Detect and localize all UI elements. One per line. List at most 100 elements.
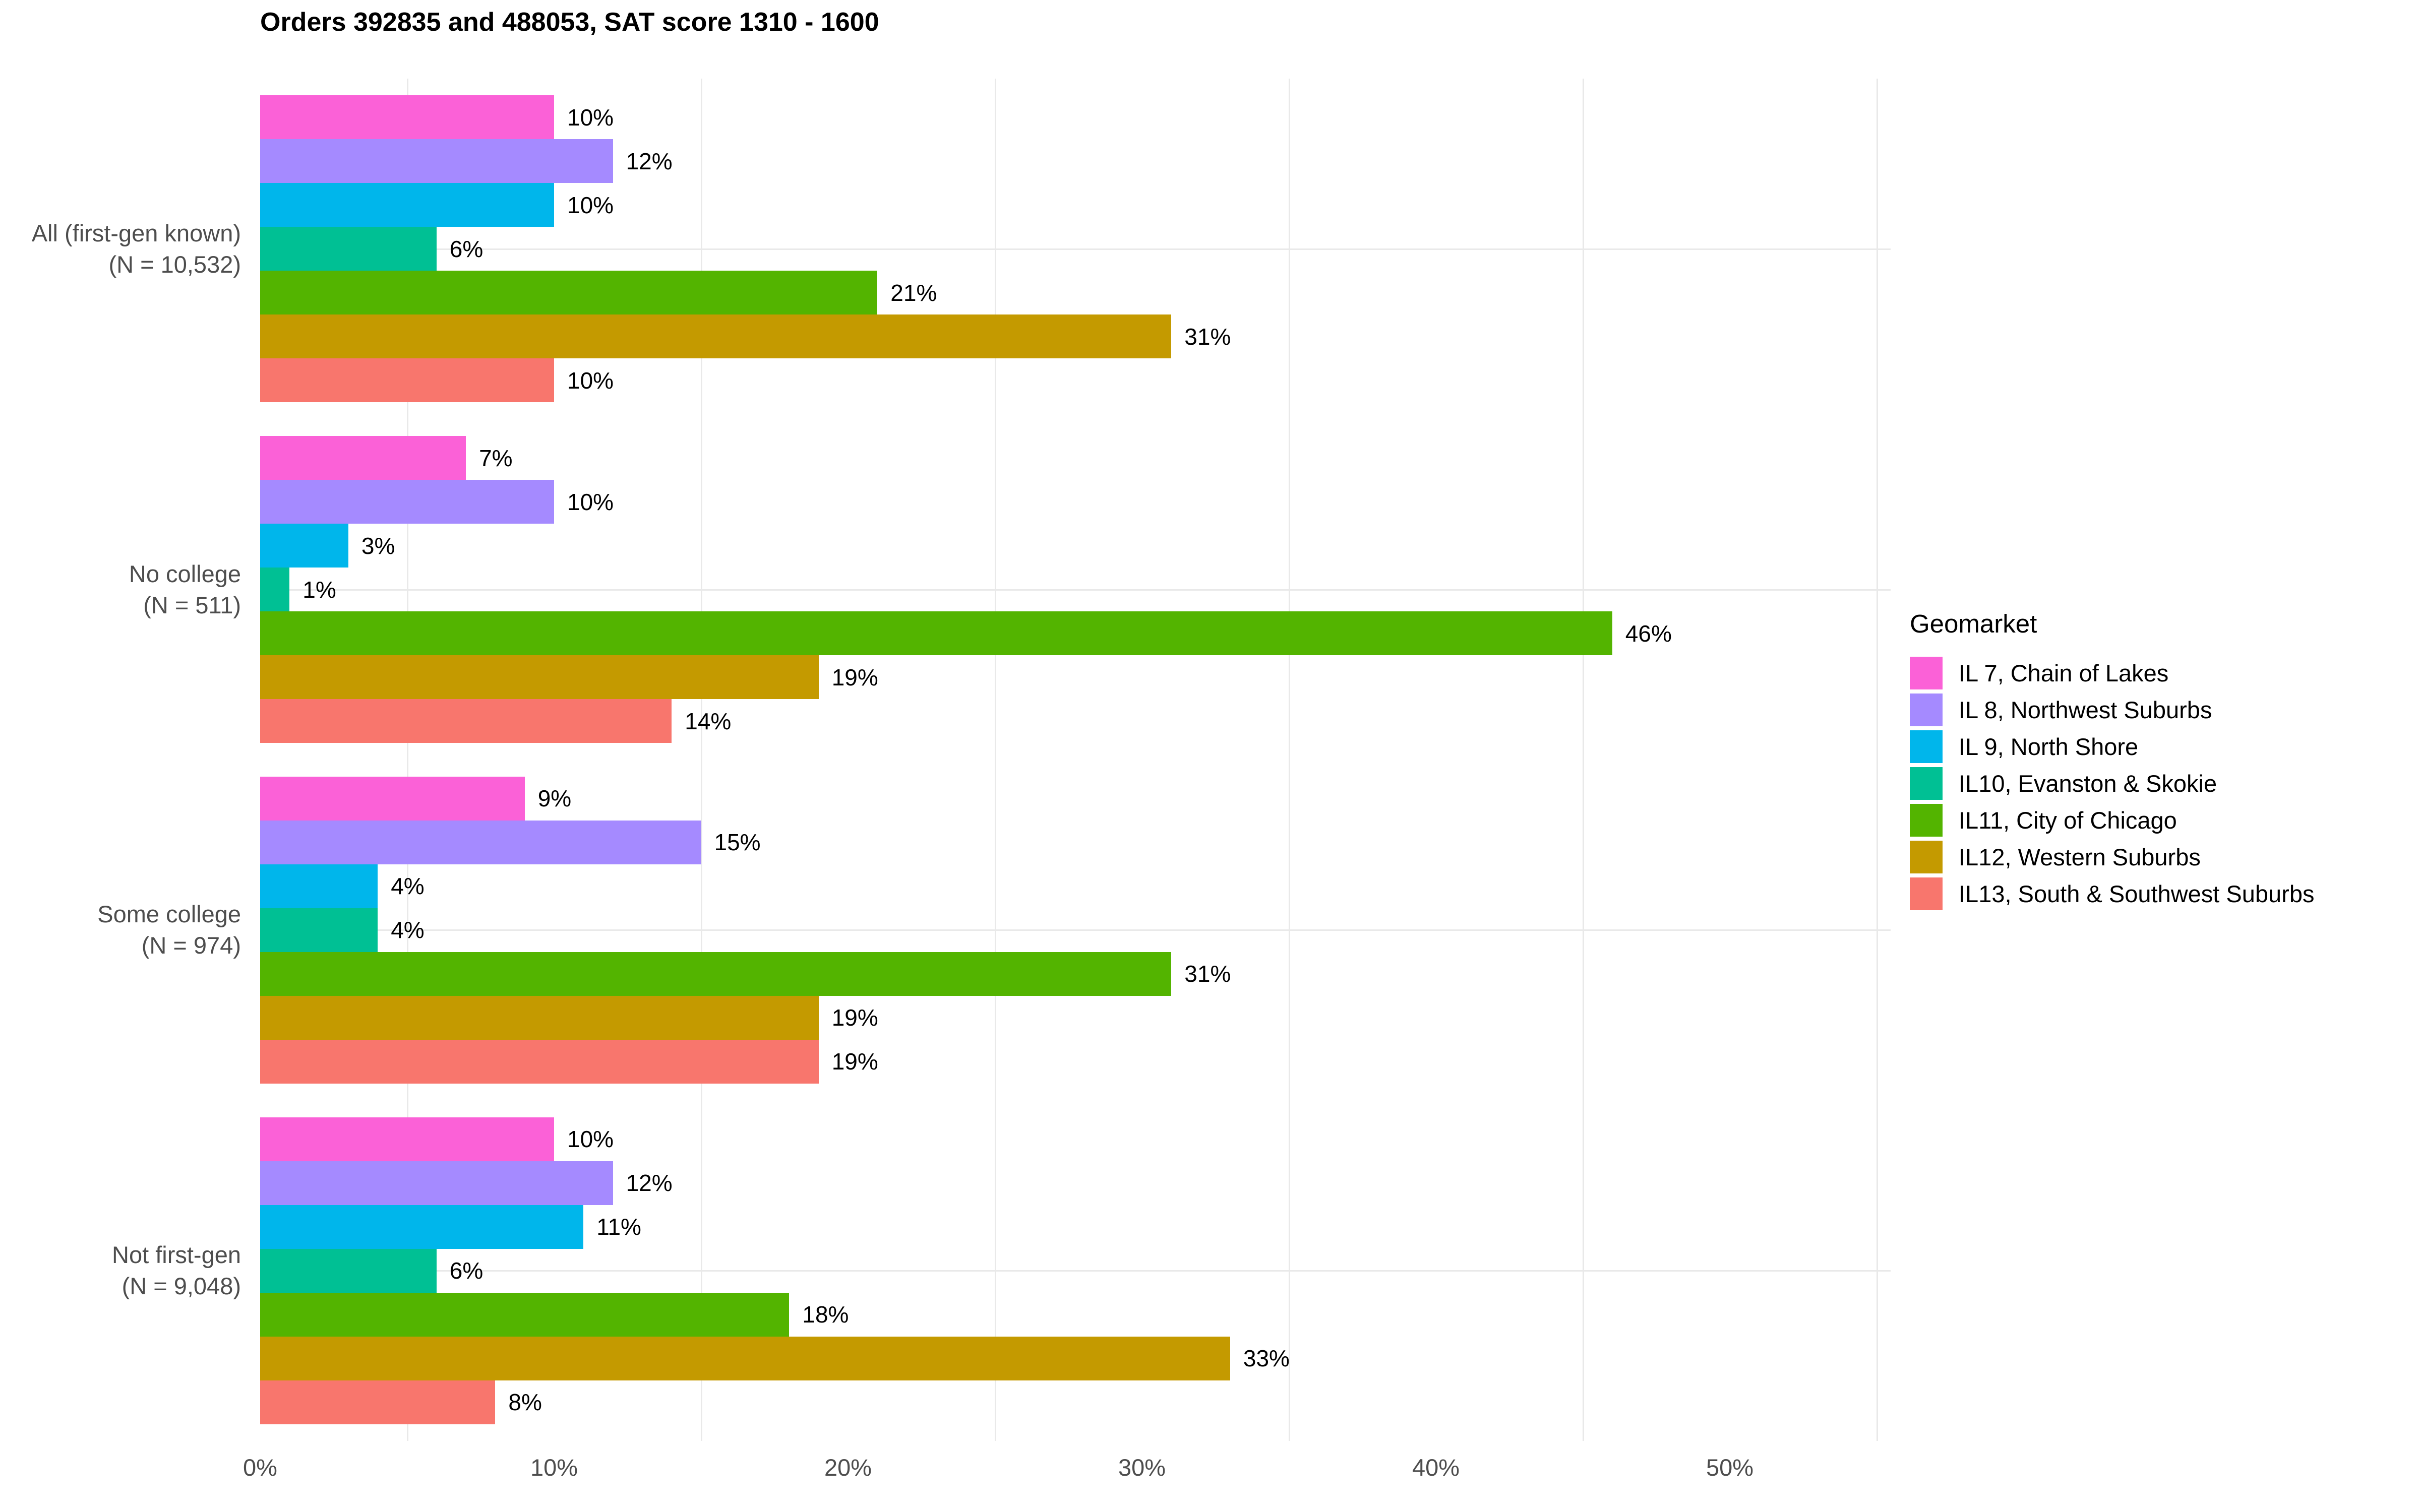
bar-value-label: 21% [890,279,937,306]
bar [260,1117,554,1161]
gridline-horizontal [260,1270,1891,1272]
y-axis-label: No college (N = 511) [129,560,241,618]
bar-value-label: 10% [567,104,614,131]
legend-item-label: IL11, City of Chicago [1959,807,2177,834]
bar-row: 3% [260,524,1891,568]
legend-swatch [1910,841,1943,873]
legend-swatch [1910,730,1943,763]
gridline-horizontal [260,248,1891,250]
bar-row: 6% [260,1248,1891,1293]
bar-value-label: 7% [479,445,513,471]
bar [260,1161,613,1205]
bar-row: 7% [260,436,1891,480]
gridline-horizontal [260,929,1891,931]
legend-swatch [1910,767,1943,800]
bar-row: 31% [260,952,1891,996]
legend: Geomarket IL 7, Chain of Lakes IL 8, Nort… [1910,609,2314,912]
bar-value-label: 12% [626,148,673,174]
bar-row: 12% [260,1161,1891,1205]
x-axis-tick-label: 50% [1706,1454,1754,1481]
bar [260,1205,584,1249]
bar [260,314,1172,359]
bar [260,568,290,612]
bar [260,820,701,864]
bar [260,139,613,183]
bar-value-label: 15% [714,829,761,856]
bar [260,776,525,821]
bar-row: 9% [260,776,1891,821]
bar-row: 4% [260,908,1891,952]
bar-row: 21% [260,271,1891,315]
bar-row: 11% [260,1205,1891,1249]
bar-value-label: 11% [596,1214,641,1240]
gridline-horizontal [260,589,1891,591]
bar-row: 10% [260,1117,1891,1161]
bar-row: 31% [260,314,1891,359]
bar-value-label: 12% [626,1170,673,1196]
bar-value-label: 31% [1184,961,1231,987]
bar-value-label: 33% [1243,1345,1290,1372]
bar-value-label: 31% [1184,323,1231,350]
bar-row: 4% [260,864,1891,908]
gridline-vertical [406,79,408,1441]
legend-swatch [1910,804,1943,837]
bar [260,699,672,743]
bar [260,1336,1230,1380]
x-axis-tick-label: 0% [243,1454,277,1481]
bar-row: 46% [260,611,1891,656]
legend-item: IL 8, Northwest Suburbs [1910,691,2314,728]
bar [260,227,437,271]
bar-value-label: 9% [537,785,572,812]
plot-panel: 10% 12% 10% 6% 21% 31% 10% 7% 10% 3% 1% 46% 19% 14% 9%… [260,79,1891,1441]
legend-item: IL 9, North Shore [1910,728,2314,765]
legend-item-label: IL10, Evanston & Skokie [1959,770,2217,797]
bar-value-label: 10% [567,367,614,394]
bar [260,952,1172,996]
bar-value-label: 10% [567,488,614,515]
gridline-vertical [700,79,702,1441]
bar-row: 19% [260,1039,1891,1084]
bar-value-label: 4% [391,873,425,900]
bar-row: 6% [260,227,1891,271]
bar-value-label: 46% [1625,620,1672,647]
bar [260,271,878,315]
bar [260,655,819,700]
bar-value-label: 14% [685,708,732,734]
bar-row: 15% [260,820,1891,864]
bar [260,480,554,524]
bar [260,864,378,908]
bar-row: 18% [260,1292,1891,1337]
bar [260,524,348,568]
bar-row: 10% [260,480,1891,524]
bar [260,611,1612,656]
legend-item-label: IL 7, Chain of Lakes [1959,660,2169,686]
legend-item: IL12, Western Suburbs [1910,839,2314,875]
bar [260,1248,437,1293]
bar [260,95,554,140]
legend-title: Geomarket [1910,609,2037,638]
bar-row: 10% [260,95,1891,140]
legend-swatch [1910,657,1943,689]
x-axis-tick-label: 20% [824,1454,872,1481]
bar-row: 33% [260,1336,1891,1380]
bar-group: 10% 12% 10% 6% 21% 31% 10% [260,95,1891,403]
legend-item-label: IL 8, Northwest Suburbs [1959,697,2212,723]
bar-value-label: 19% [831,664,878,690]
x-axis-tick-label: 30% [1118,1454,1166,1481]
bar-value-label: 6% [449,235,483,262]
legend-item: IL13, South & Southwest Suburbs [1910,875,2314,912]
x-axis-tick-label: 40% [1412,1454,1460,1481]
bar-row: 19% [260,995,1891,1040]
legend-item-label: IL13, South & Southwest Suburbs [1959,880,2315,907]
bar-value-label: 10% [567,192,614,218]
bar [260,908,378,952]
bar-group: 7% 10% 3% 1% 46% 19% 14% [260,436,1891,743]
bar-value-label: 3% [361,532,395,559]
bar [260,358,554,403]
legend-item: IL 7, Chain of Lakes [1910,655,2314,691]
bar-row: 10% [260,183,1891,227]
bar-value-label: 6% [449,1257,483,1284]
bar-row: 14% [260,699,1891,743]
y-axis-label: All (first-gen known) (N = 10,532) [31,219,241,278]
